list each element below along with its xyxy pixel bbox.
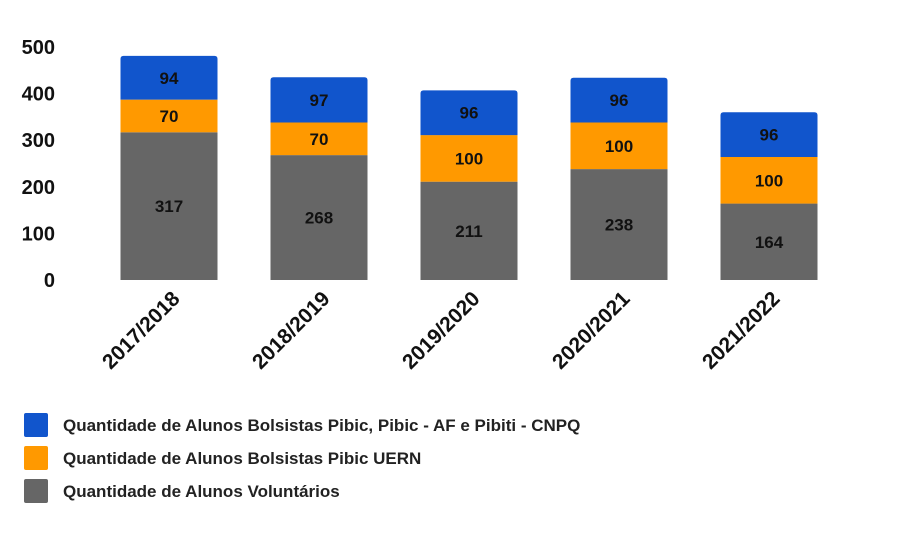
bar-segment: [570, 169, 668, 280]
legend-swatch: [24, 479, 48, 503]
legend-label: Quantidade de Alunos Bolsistas Pibic UER…: [63, 449, 421, 468]
x-tick-label: 2021/2022: [698, 287, 784, 373]
bars: 317 70 94 268 70 97 211 100 96 238 100 96 164 100 96: [120, 55, 818, 280]
legend-item: Quantidade de Alunos Voluntários: [24, 479, 340, 503]
data-label: 94: [160, 69, 179, 88]
bar-stack-2019-2020: 211 100 96: [420, 90, 518, 280]
y-tick-label: 500: [22, 37, 55, 59]
bar-segment: [420, 181, 518, 280]
data-label: 238: [605, 216, 633, 235]
x-tick-label: 2020/2021: [548, 287, 635, 374]
x-tick-label: 2019/2020: [398, 287, 484, 373]
legend-label: Quantidade de Alunos Voluntários: [63, 482, 340, 501]
data-label: 100: [605, 137, 633, 156]
bar-segment: [120, 55, 218, 100]
data-label: 96: [760, 126, 779, 145]
y-tick-label: 300: [22, 130, 55, 152]
bar-segment: [720, 112, 818, 157]
x-axis: 2017/2018 2018/2019 2019/2020 2020/2021 2021…: [98, 287, 784, 374]
legend: Quantidade de Alunos Bolsistas Pibic, Pi…: [24, 413, 580, 503]
data-label: 317: [155, 197, 183, 216]
data-label: 70: [310, 130, 329, 149]
bar-segment: [420, 135, 518, 182]
bar-segment: [570, 122, 668, 170]
legend-swatch: [24, 446, 48, 470]
bar-stack-2021-2022: 164 100 96: [720, 112, 818, 280]
data-label: 96: [460, 104, 479, 123]
data-label: 100: [755, 171, 783, 190]
bar-stack-2017-2018: 317 70 94: [120, 55, 218, 280]
bar-segment: [420, 90, 518, 136]
data-label: 70: [160, 107, 179, 126]
data-label: 97: [310, 91, 329, 110]
legend-label: Quantidade de Alunos Bolsistas Pibic, Pi…: [63, 416, 580, 435]
bar-segment: [120, 99, 218, 133]
legend-item: Quantidade de Alunos Bolsistas Pibic UER…: [24, 446, 421, 470]
legend-item: Quantidade de Alunos Bolsistas Pibic, Pi…: [24, 413, 580, 437]
y-tick-label: 0: [44, 270, 55, 292]
bar-segment: [120, 132, 218, 280]
data-label: 100: [455, 149, 483, 168]
x-tick-label: 2018/2019: [248, 287, 334, 373]
bar-stack-2018-2019: 268 70 97: [270, 77, 368, 280]
legend-swatch: [24, 413, 48, 437]
y-tick-label: 400: [22, 84, 55, 106]
bar-segment: [720, 156, 818, 204]
bar-segment: [720, 203, 818, 280]
bar-segment: [570, 77, 668, 123]
y-tick-label: 200: [22, 177, 55, 199]
data-label: 164: [755, 233, 784, 252]
bar-segment: [270, 155, 368, 280]
y-tick-label: 100: [22, 223, 55, 245]
bar-segment: [270, 77, 368, 123]
x-tick-label: 2017/2018: [98, 287, 185, 374]
y-axis: 0 100 200 300 400 500: [22, 37, 55, 292]
data-label: 211: [455, 222, 482, 241]
bar-stack-2020-2021: 238 100 96: [570, 77, 668, 280]
bar-segment: [270, 122, 368, 156]
data-label: 268: [305, 209, 333, 228]
data-label: 96: [610, 91, 629, 110]
